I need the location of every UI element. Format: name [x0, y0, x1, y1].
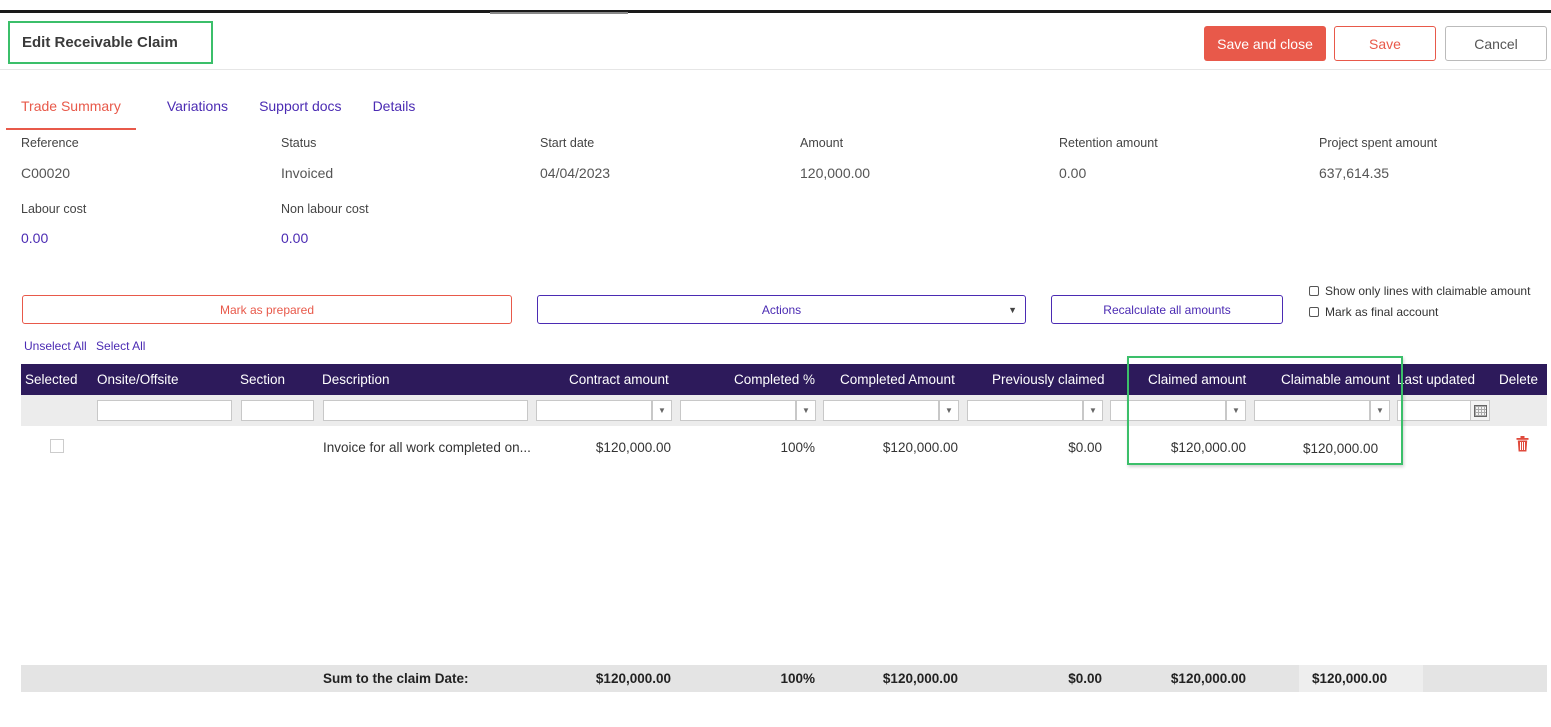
unselect-all-link[interactable]: Unselect All	[24, 339, 87, 353]
top-bar-line	[0, 10, 1551, 13]
project-spent-amount-value: 637,614.35	[1319, 165, 1390, 181]
calendar-icon	[1473, 404, 1487, 417]
title-highlight-box: Edit Receivable Claim	[8, 21, 213, 64]
col-header-description[interactable]: Description	[322, 372, 390, 387]
sum-claimable-cell-bg	[1299, 665, 1423, 692]
tab-support-docs[interactable]: Support docs	[259, 98, 342, 114]
status-label: Status	[281, 136, 317, 150]
col-header-section[interactable]: Section	[240, 372, 286, 387]
chevron-down-icon: ▼	[802, 406, 810, 415]
col-header-contract-amount[interactable]: Contract amount	[569, 372, 669, 387]
section-filter-input[interactable]	[241, 400, 314, 421]
col-header-onsite-offsite[interactable]: Onsite/Offsite	[97, 372, 179, 387]
contract-amount-filter-input[interactable]	[536, 400, 652, 421]
table-header: Selected Onsite/Offsite Section Descript…	[21, 364, 1547, 395]
completed-pct-filter-dropdown[interactable]: ▼	[796, 400, 816, 421]
claimable-amount-filter-dropdown[interactable]: ▼	[1370, 400, 1390, 421]
show-claimable-only-option: Show only lines with claimable amount	[1309, 284, 1530, 298]
col-header-claimable-amount[interactable]: Claimable amount	[1281, 372, 1390, 387]
reference-label: Reference	[21, 136, 79, 150]
tab-trade-summary[interactable]: Trade Summary	[6, 96, 136, 130]
cancel-button[interactable]: Cancel	[1445, 26, 1547, 61]
mark-final-account-option: Mark as final account	[1309, 305, 1438, 319]
top-bar-indicator	[490, 12, 628, 14]
retention-amount-label: Retention amount	[1059, 136, 1158, 150]
chevron-down-icon: ▼	[1089, 406, 1097, 415]
retention-amount-value: 0.00	[1059, 165, 1087, 181]
completed-pct-filter-input[interactable]	[680, 400, 796, 421]
start-date-label: Start date	[540, 136, 595, 150]
row-claimable-amount: $120,000.00	[1303, 441, 1379, 456]
show-claimable-only-checkbox[interactable]	[1309, 286, 1319, 296]
page-title: Edit Receivable Claim	[22, 34, 178, 51]
filter-row: ▼ ▼ ▼ ▼ ▼ ▼	[21, 395, 1547, 426]
tab-bar: Trade Summary Variations Support docs De…	[6, 96, 446, 130]
claimed-amount-filter-input[interactable]	[1110, 400, 1226, 421]
trash-icon[interactable]	[1516, 436, 1529, 452]
sum-row: Sum to the claim Date: $120,000.00 100% …	[21, 665, 1547, 692]
sum-previously-claimed: $0.00	[1068, 671, 1102, 686]
sum-completed-pct: 100%	[780, 671, 815, 686]
claimed-amount-filter-dropdown[interactable]: ▼	[1226, 400, 1246, 421]
sum-completed-amount: $120,000.00	[882, 671, 958, 686]
mark-as-prepared-button[interactable]: Mark as prepared	[22, 295, 512, 324]
row-description: Invoice for all work completed on...	[323, 440, 531, 455]
col-header-claimed-amount[interactable]: Claimed amount	[1148, 372, 1247, 387]
row-completed-pct: 100%	[780, 440, 815, 455]
chevron-down-icon: ▼	[945, 406, 953, 415]
contract-amount-filter-dropdown[interactable]: ▼	[652, 400, 672, 421]
reference-value: C00020	[21, 165, 71, 181]
status-value: Invoiced	[281, 165, 334, 181]
mark-final-account-checkbox[interactable]	[1309, 307, 1319, 317]
chevron-down-icon: ▼	[1376, 406, 1384, 415]
col-header-completed-pct[interactable]: Completed %	[734, 372, 816, 387]
claimable-amount-filter-input[interactable]	[1254, 400, 1370, 421]
caret-down-icon: ▼	[1008, 305, 1017, 315]
sum-claimed-amount: $120,000.00	[1170, 671, 1246, 686]
row-select-checkbox[interactable]	[50, 439, 64, 453]
header-divider	[0, 69, 1551, 70]
non-labour-cost-label: Non labour cost	[281, 202, 369, 216]
col-header-selected[interactable]: Selected	[25, 372, 78, 387]
actions-dropdown[interactable]: Actions ▼	[537, 295, 1026, 324]
tab-variations[interactable]: Variations	[166, 98, 229, 114]
col-header-delete: Delete	[1499, 372, 1539, 387]
last-updated-filter-input[interactable]	[1397, 400, 1471, 421]
col-header-last-updated[interactable]: Last updated	[1397, 372, 1476, 387]
chevron-down-icon: ▼	[658, 406, 666, 415]
mark-final-account-label: Mark as final account	[1325, 305, 1439, 319]
col-header-completed-amount[interactable]: Completed Amount	[840, 372, 955, 387]
select-all-link[interactable]: Select All	[96, 339, 146, 353]
show-claimable-only-label: Show only lines with claimable amount	[1325, 284, 1531, 298]
sum-label: Sum to the claim Date:	[323, 671, 469, 686]
save-button[interactable]: Save	[1334, 26, 1436, 61]
sum-claimable-amount: $120,000.00	[1312, 671, 1388, 686]
last-updated-calendar-button[interactable]	[1470, 400, 1490, 421]
labour-cost-value[interactable]: 0.00	[21, 230, 49, 246]
row-claimed-amount[interactable]: $120,000.00	[1170, 440, 1246, 455]
completed-amount-filter-dropdown[interactable]: ▼	[939, 400, 959, 421]
sum-contract-amount: $120,000.00	[595, 671, 671, 686]
chevron-down-icon: ▼	[1232, 406, 1240, 415]
labour-cost-label: Labour cost	[21, 202, 87, 216]
completed-amount-filter-input[interactable]	[823, 400, 939, 421]
amount-value: 120,000.00	[800, 165, 871, 181]
row-previously-claimed: $0.00	[1068, 440, 1102, 455]
recalculate-all-amounts-button[interactable]: Recalculate all amounts	[1051, 295, 1283, 324]
selection-links: Unselect All Select All	[24, 339, 151, 353]
tab-details[interactable]: Details	[372, 98, 416, 114]
non-labour-cost-value[interactable]: 0.00	[281, 230, 309, 246]
start-date-value: 04/04/2023	[540, 165, 611, 181]
col-header-previously-claimed[interactable]: Previously claimed	[992, 372, 1105, 387]
previously-claimed-filter-dropdown[interactable]: ▼	[1083, 400, 1103, 421]
row-contract-amount: $120,000.00	[595, 440, 671, 455]
amount-label: Amount	[800, 136, 844, 150]
previously-claimed-filter-input[interactable]	[967, 400, 1083, 421]
onsite-offsite-filter-input[interactable]	[97, 400, 232, 421]
project-spent-amount-label: Project spent amount	[1319, 136, 1438, 150]
actions-dropdown-label: Actions	[761, 302, 802, 317]
row-completed-amount: $120,000.00	[882, 440, 958, 455]
description-filter-input[interactable]	[323, 400, 528, 421]
save-and-close-button[interactable]: Save and close	[1204, 26, 1326, 61]
